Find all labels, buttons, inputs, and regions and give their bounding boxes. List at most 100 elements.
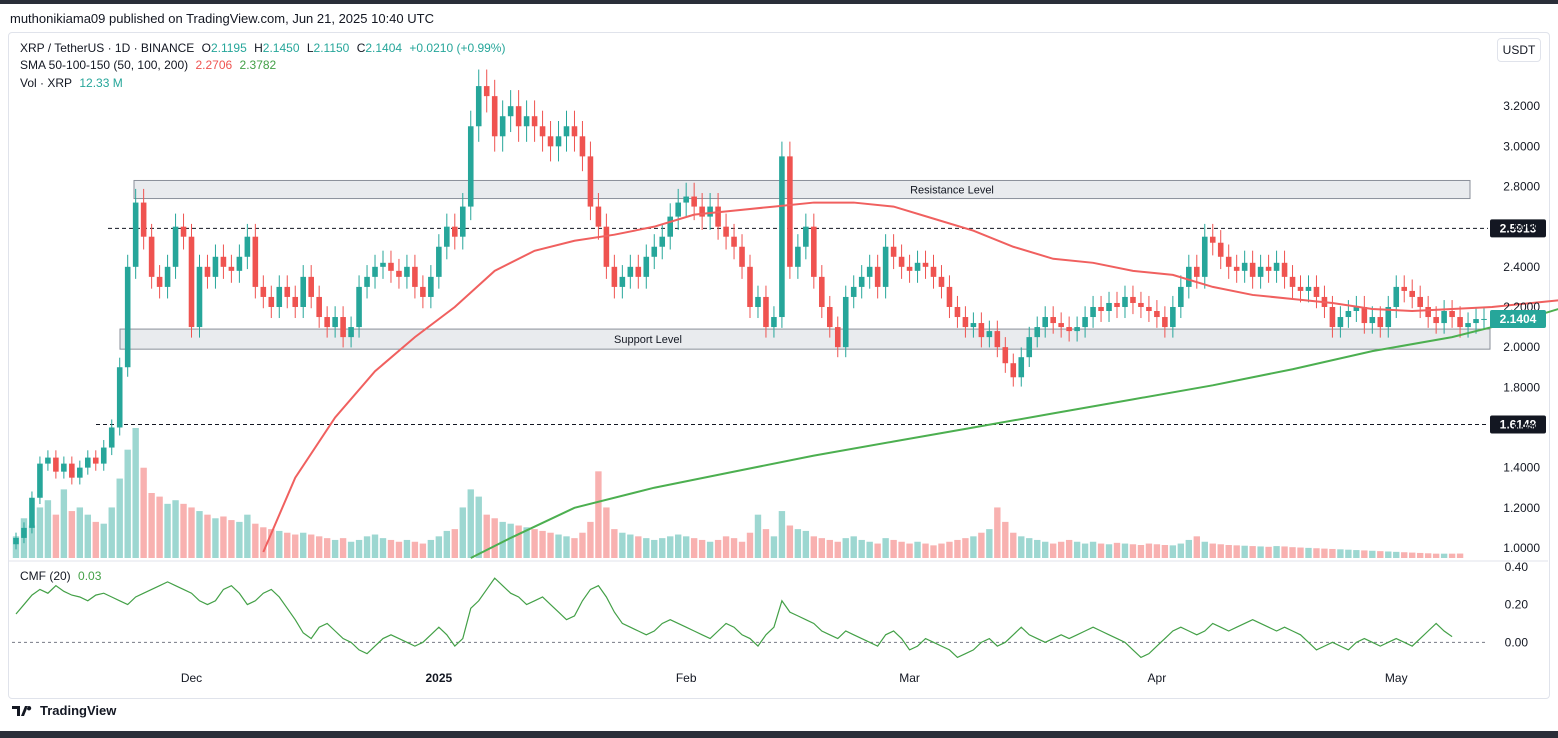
cmf-tick-label: 0.20 bbox=[1505, 598, 1529, 612]
candle-body bbox=[1098, 306, 1104, 312]
candle-body bbox=[842, 296, 849, 348]
candle-body bbox=[890, 246, 897, 257]
candle-body bbox=[467, 126, 474, 207]
candle-body bbox=[579, 136, 586, 157]
candle-body bbox=[252, 236, 259, 287]
top-edge-bar bbox=[0, 0, 1558, 4]
price-marker-text-1: 1.6149 bbox=[1500, 417, 1537, 431]
cmf-label[interactable]: CMF (20) bbox=[20, 569, 71, 583]
candle-body bbox=[244, 236, 251, 257]
change-value: +0.0210 (+0.99%) bbox=[409, 41, 506, 55]
candle-body bbox=[747, 266, 753, 307]
candle-body bbox=[1401, 286, 1408, 291]
candle-body bbox=[1034, 327, 1041, 338]
candle-body bbox=[212, 256, 219, 277]
y-tick-label: 2.0000 bbox=[1503, 340, 1540, 354]
volume-bar bbox=[323, 538, 331, 558]
volume-bar bbox=[1026, 538, 1033, 558]
volume-bar bbox=[914, 541, 921, 558]
candle-body bbox=[1106, 302, 1112, 312]
volume-bar bbox=[292, 534, 299, 558]
volume-bar bbox=[1089, 541, 1097, 558]
candle-body bbox=[507, 106, 514, 117]
volume-bar bbox=[778, 511, 786, 558]
sma-label[interactable]: SMA 50-100-150 (50, 100, 200) bbox=[20, 58, 189, 72]
candle-body bbox=[372, 266, 378, 277]
sma-red-value: 2.2706 bbox=[195, 58, 233, 72]
x-tick-label: Apr bbox=[1148, 671, 1167, 685]
volume-bar bbox=[260, 527, 267, 558]
sma-200-line bbox=[470, 308, 1558, 559]
volume-bar bbox=[754, 514, 762, 558]
symbol-name[interactable]: XRP / TetherUS · 1D · BINANCE bbox=[20, 41, 195, 55]
candle-body bbox=[819, 276, 825, 307]
candle-body bbox=[1449, 311, 1455, 318]
volume-bar bbox=[866, 541, 873, 558]
candle-body bbox=[850, 286, 857, 297]
volume-bar bbox=[475, 496, 482, 558]
volume-bar bbox=[587, 521, 594, 558]
candle-body bbox=[475, 86, 482, 127]
candle-body bbox=[69, 463, 75, 478]
volume-bar bbox=[635, 536, 642, 558]
volume-bar bbox=[76, 507, 84, 558]
volume-bar bbox=[403, 539, 411, 558]
candle-body bbox=[1209, 236, 1216, 243]
volume-bar bbox=[1121, 543, 1129, 558]
candle-body bbox=[1337, 317, 1344, 328]
volume-bar bbox=[794, 529, 802, 558]
volume-bar bbox=[1305, 547, 1312, 558]
volume-bar bbox=[100, 523, 107, 558]
currency-button[interactable]: USDT bbox=[1497, 38, 1541, 62]
candle-body bbox=[1313, 286, 1320, 297]
candle-body bbox=[1425, 306, 1431, 318]
volume-bar bbox=[92, 521, 99, 558]
candle-body bbox=[1329, 306, 1336, 328]
candle-body bbox=[1090, 306, 1096, 318]
footer-brand[interactable]: TradingView bbox=[12, 703, 116, 718]
candle-body bbox=[396, 270, 402, 277]
volume-bar bbox=[651, 539, 658, 558]
volume-bar bbox=[555, 534, 562, 558]
candle-body bbox=[1122, 296, 1128, 307]
volume-bar bbox=[1002, 521, 1009, 558]
candle-body bbox=[1130, 296, 1136, 303]
candle-body bbox=[260, 286, 267, 297]
candle-body bbox=[172, 226, 179, 267]
volume-bar bbox=[1185, 539, 1193, 558]
volume-bar bbox=[1265, 546, 1272, 558]
candle-body bbox=[132, 202, 139, 267]
candle-body bbox=[675, 202, 681, 217]
volume-bar bbox=[419, 543, 427, 558]
volume-bar bbox=[1416, 552, 1424, 558]
y-tick-label: 1.6000 bbox=[1503, 420, 1540, 434]
volume-bar bbox=[459, 507, 466, 558]
volume-bar bbox=[427, 539, 435, 558]
candle-body bbox=[308, 276, 314, 297]
volume-bar bbox=[746, 532, 754, 558]
volume-bar bbox=[682, 536, 690, 558]
candle-body bbox=[547, 136, 554, 147]
volume-bar bbox=[770, 536, 778, 558]
volume-bar bbox=[172, 500, 179, 558]
candle-body bbox=[635, 266, 642, 277]
candle-body bbox=[204, 266, 211, 277]
volume-label[interactable]: Vol · XRP bbox=[20, 76, 73, 90]
volume-bar bbox=[1353, 550, 1360, 558]
candle-body bbox=[826, 306, 833, 328]
candle-body bbox=[220, 256, 227, 267]
volume-bar bbox=[148, 493, 155, 558]
candle-body bbox=[1058, 323, 1064, 328]
volume-bar bbox=[1281, 546, 1288, 558]
volume-bar bbox=[531, 529, 538, 558]
zone-rect-0 bbox=[133, 179, 1471, 200]
volume-bar bbox=[842, 538, 849, 558]
candle-body bbox=[236, 256, 243, 271]
volume-bar bbox=[1337, 549, 1344, 558]
candle-body bbox=[1433, 317, 1439, 324]
volume-bar bbox=[212, 518, 219, 558]
x-tick-label: May bbox=[1385, 671, 1408, 685]
volume-bar bbox=[1225, 545, 1232, 558]
sma-green-value: 2.3782 bbox=[239, 58, 277, 72]
